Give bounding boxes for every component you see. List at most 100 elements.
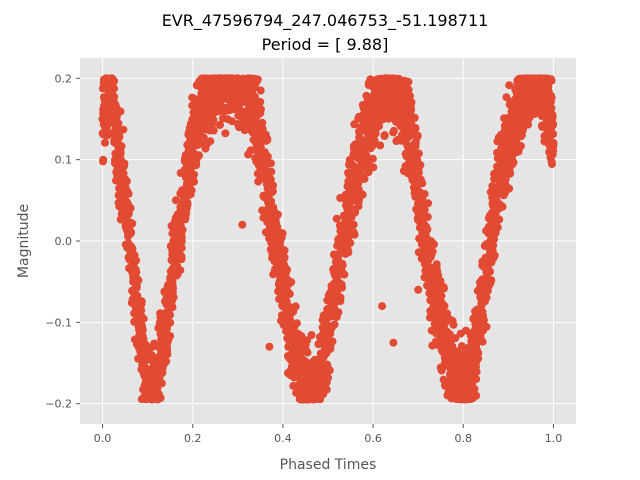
data-point — [261, 228, 270, 237]
data-point — [257, 167, 266, 176]
x-ticks: 0.0 0.2 0.4 0.6 0.8 1.0 — [94, 424, 562, 445]
y-tick-label: −0.2 — [45, 398, 72, 411]
data-point — [364, 120, 373, 129]
data-point — [540, 137, 549, 146]
data-point — [434, 271, 443, 280]
data-point — [511, 86, 520, 95]
data-point — [376, 97, 385, 106]
data-point — [127, 228, 135, 237]
data-point — [544, 121, 553, 130]
data-point — [373, 90, 382, 99]
data-point — [499, 183, 508, 192]
data-point — [319, 328, 328, 337]
data-point — [130, 277, 139, 286]
x-tick-label: 0.2 — [184, 432, 202, 445]
data-point — [131, 294, 139, 303]
data-point — [160, 335, 169, 344]
data-point — [139, 385, 148, 394]
data-point — [172, 232, 181, 241]
data-point — [250, 117, 259, 125]
data-point — [307, 382, 316, 391]
data-point — [247, 90, 256, 99]
data-point — [278, 268, 287, 277]
data-point — [405, 123, 414, 132]
data-point — [299, 362, 308, 371]
data-point — [472, 391, 481, 400]
data-point — [299, 395, 308, 404]
data-point — [127, 256, 135, 265]
data-point — [382, 74, 391, 83]
data-point — [241, 97, 249, 106]
data-point — [179, 185, 188, 194]
data-point — [416, 161, 425, 170]
data-point — [525, 110, 534, 119]
data-point — [351, 140, 360, 149]
data-point — [265, 342, 274, 351]
data-point — [276, 251, 285, 260]
data-point — [344, 220, 352, 229]
data-point — [121, 175, 130, 184]
data-point — [324, 334, 332, 343]
x-tick-label: 0.8 — [455, 432, 473, 445]
data-point — [238, 220, 247, 229]
data-point — [114, 198, 123, 207]
data-point — [417, 240, 426, 249]
data-point — [512, 148, 521, 157]
data-point — [496, 162, 505, 170]
data-point — [418, 213, 427, 222]
data-point — [111, 109, 120, 118]
data-point — [380, 131, 389, 140]
x-tick-label: 1.0 — [545, 432, 563, 445]
data-point — [429, 301, 438, 310]
data-point — [236, 112, 245, 121]
data-point — [401, 135, 410, 144]
data-point — [522, 74, 531, 83]
data-point — [109, 116, 118, 125]
data-point — [146, 351, 155, 360]
data-point — [451, 393, 460, 402]
data-point — [468, 367, 477, 376]
data-point — [394, 100, 403, 108]
data-point — [415, 188, 424, 197]
data-point — [251, 108, 260, 116]
data-point — [184, 180, 193, 189]
data-point — [197, 89, 206, 98]
data-point — [268, 236, 277, 245]
data-point — [116, 147, 125, 156]
data-point — [501, 145, 509, 154]
data-point — [396, 121, 405, 130]
data-point — [476, 293, 485, 302]
data-point — [520, 117, 529, 126]
data-point — [423, 253, 432, 262]
data-point — [506, 169, 515, 178]
data-point — [292, 356, 301, 365]
data-point — [324, 373, 332, 382]
data-point — [387, 103, 396, 112]
data-point — [177, 255, 186, 264]
data-point — [423, 281, 432, 290]
data-point — [113, 158, 122, 167]
data-point — [450, 375, 459, 384]
data-point — [354, 198, 363, 207]
data-point — [127, 263, 136, 272]
data-point — [265, 186, 274, 195]
data-point — [224, 104, 233, 113]
data-point — [531, 99, 540, 107]
data-point — [544, 82, 553, 91]
data-point — [238, 82, 247, 91]
data-point — [547, 157, 556, 166]
data-point — [153, 358, 162, 367]
data-point — [484, 214, 493, 223]
data-point — [333, 269, 341, 278]
x-tick-label: 0.6 — [364, 432, 382, 445]
data-point — [198, 110, 207, 119]
data-point — [507, 107, 516, 116]
data-point — [103, 131, 112, 140]
data-point — [486, 188, 495, 197]
data-point — [364, 161, 373, 170]
y-tick-label: −0.1 — [45, 316, 72, 329]
data-point — [468, 331, 477, 340]
data-point — [287, 341, 296, 350]
data-point — [322, 340, 331, 349]
data-point — [216, 106, 225, 115]
